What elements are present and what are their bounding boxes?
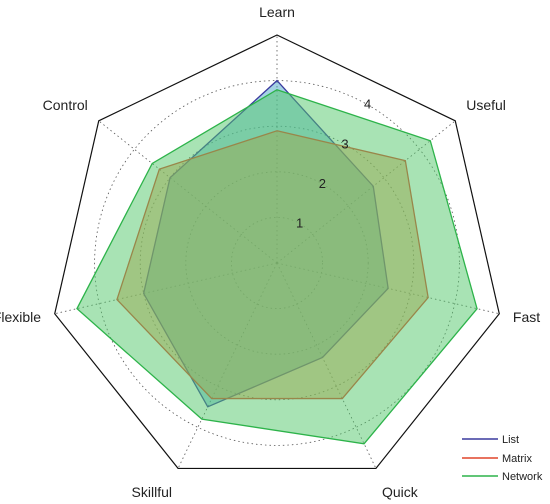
radial-tick-label: 1 (296, 215, 303, 230)
axis-label-control: Control (43, 97, 88, 113)
axis-label-flexible: Flexible (0, 309, 41, 325)
axis-label-learn: Learn (259, 4, 295, 20)
radial-tick-labels: 1 2 3 4 (296, 97, 371, 231)
axis-label-skillful: Skillful (132, 484, 172, 500)
legend-item-matrix: Matrix (462, 453, 532, 465)
legend-item-list: List (462, 434, 519, 446)
legend-label-list: List (502, 434, 519, 446)
outer-frame (54, 34, 500, 470)
radial-tick-label: 3 (341, 136, 348, 151)
legend-label-network: Network (502, 471, 543, 483)
radial-tick-label: 2 (319, 176, 326, 191)
axis-label-quick: Quick (382, 484, 419, 500)
legend-item-network: Network (462, 471, 543, 483)
category-labels: Learn Useful Fast Quick Skillful Flexible Cont… (0, 4, 540, 500)
series-network-polygon (76, 89, 478, 445)
legend-label-matrix: Matrix (502, 453, 532, 465)
radial-tick-label: 4 (364, 97, 371, 112)
legend: List Matrix Network (453, 428, 547, 490)
series-layer (76, 79, 478, 445)
axis-label-useful: Useful (466, 97, 506, 113)
axis-label-fast: Fast (513, 309, 540, 325)
